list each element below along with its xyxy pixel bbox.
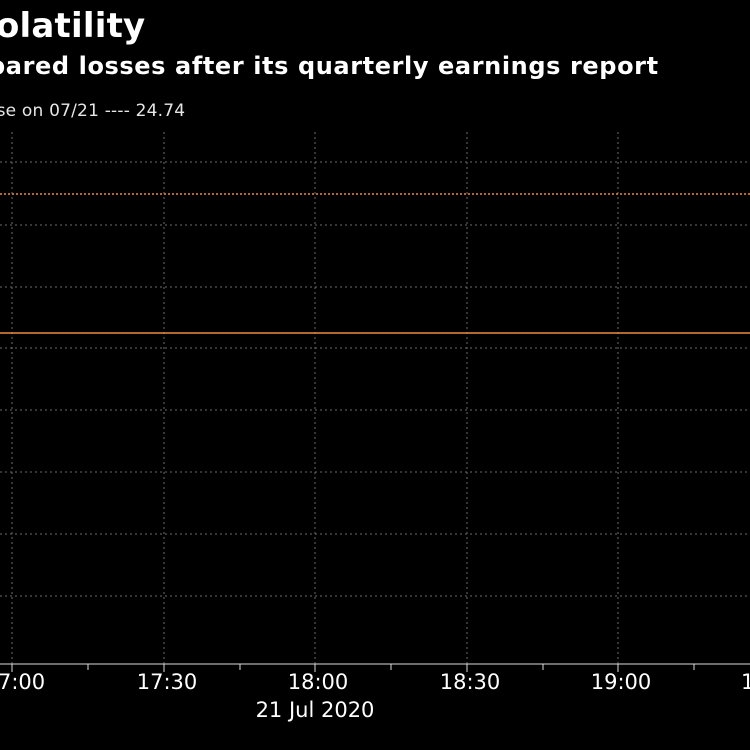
x-tick-label-6: 1 xyxy=(741,670,750,694)
legend-entry: ose on 07/21 ---- 24.74 xyxy=(0,101,186,121)
x-tick-label-5: 19:00 xyxy=(591,670,652,694)
chart-subtitle: pared losses after its quarterly earning… xyxy=(0,52,659,80)
chart-title: olatility xyxy=(0,6,146,46)
x-tick-label-1: 7:00 xyxy=(0,670,45,694)
x-tick-label-3: 18:00 xyxy=(288,670,349,694)
x-axis-ticks xyxy=(11,664,695,672)
x-tick-label-4: 18:30 xyxy=(440,670,501,694)
x-axis-date-label: 21 Jul 2020 xyxy=(256,698,375,722)
x-tick-label-2: 17:30 xyxy=(137,670,198,694)
grid-vertical xyxy=(11,132,619,664)
grid-horizontal xyxy=(0,161,750,597)
